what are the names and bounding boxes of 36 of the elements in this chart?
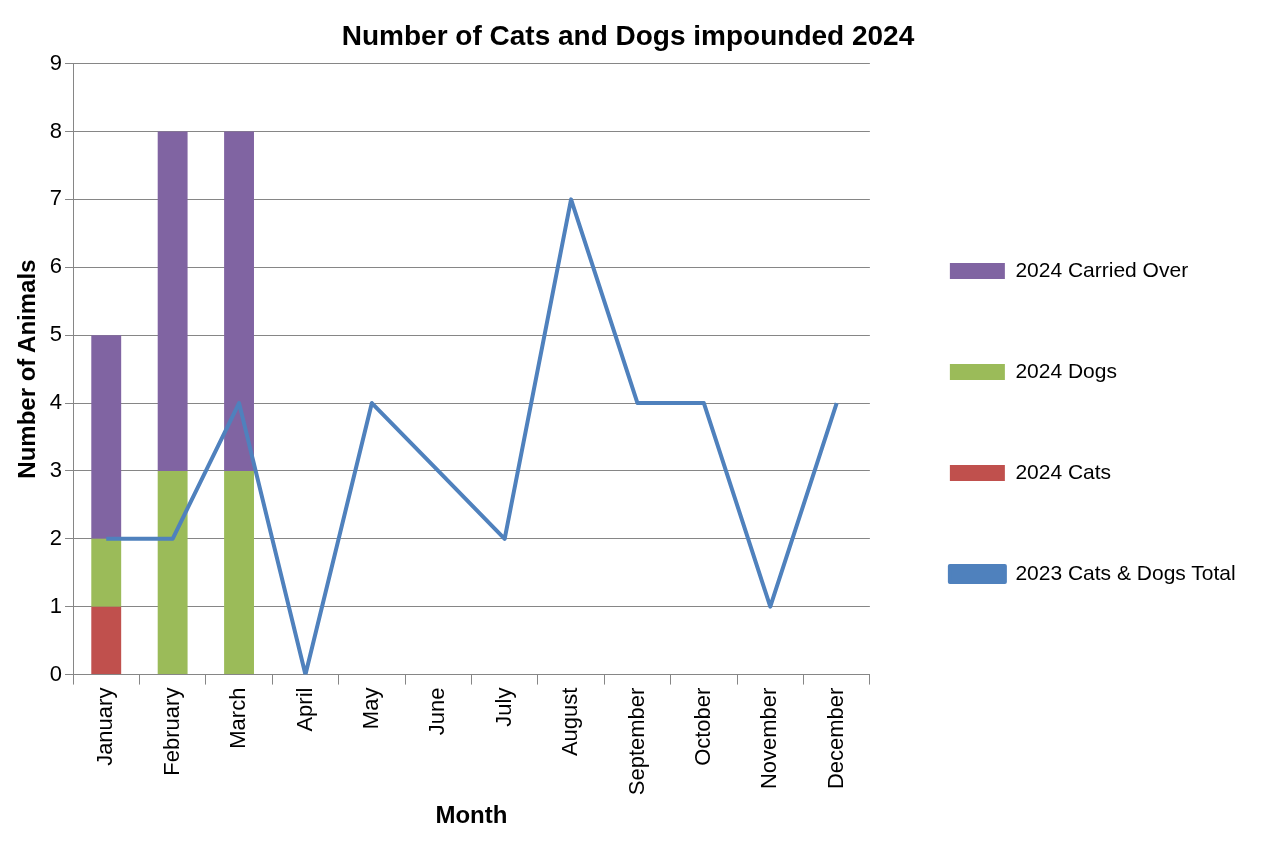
x-tick-label: September [623,687,649,796]
x-tick-label: October [689,687,715,766]
bar [224,131,254,471]
chart-title: Number of Cats and Dogs impounded 2024 [341,19,915,51]
y-tick-label: 4 [49,389,63,415]
legend-label: 2024 Dogs [1015,358,1117,382]
y-tick-label: 9 [49,49,63,75]
x-tick-label: May [357,687,383,730]
legend-label: 2024 Cats [1015,459,1112,483]
x-tick-label: June [424,687,450,736]
y-tick-label: 0 [49,660,63,686]
bar [157,470,188,675]
bar [224,470,254,675]
x-tick-label: November [756,687,782,790]
x-tick-label: July [490,687,516,727]
x-tick-label: January [92,687,118,766]
y-axis-title: Number of Animals [13,259,41,479]
bar [91,538,122,607]
y-tick-label: 5 [49,321,63,347]
x-tick-label: February [158,687,184,776]
legend-label: 2023 Cats & Dogs Total [1015,560,1236,584]
y-tick-label: 7 [49,185,63,211]
y-tick-label: 6 [49,253,63,279]
x-tick-label: April [291,687,317,732]
bar [91,606,122,675]
bar [157,131,188,471]
y-tick-label: 3 [49,456,63,482]
x-tick-label: December [822,687,848,790]
y-tick-label: 1 [49,592,63,618]
legend-label: 2024 Carried Over [1015,257,1189,281]
y-tick-label: 8 [49,117,63,143]
x-tick-label: August [557,687,583,757]
x-tick-label: March [225,687,251,749]
y-tick-label: 2 [49,524,63,550]
x-axis-title: Month [435,801,508,829]
bar [91,335,122,539]
